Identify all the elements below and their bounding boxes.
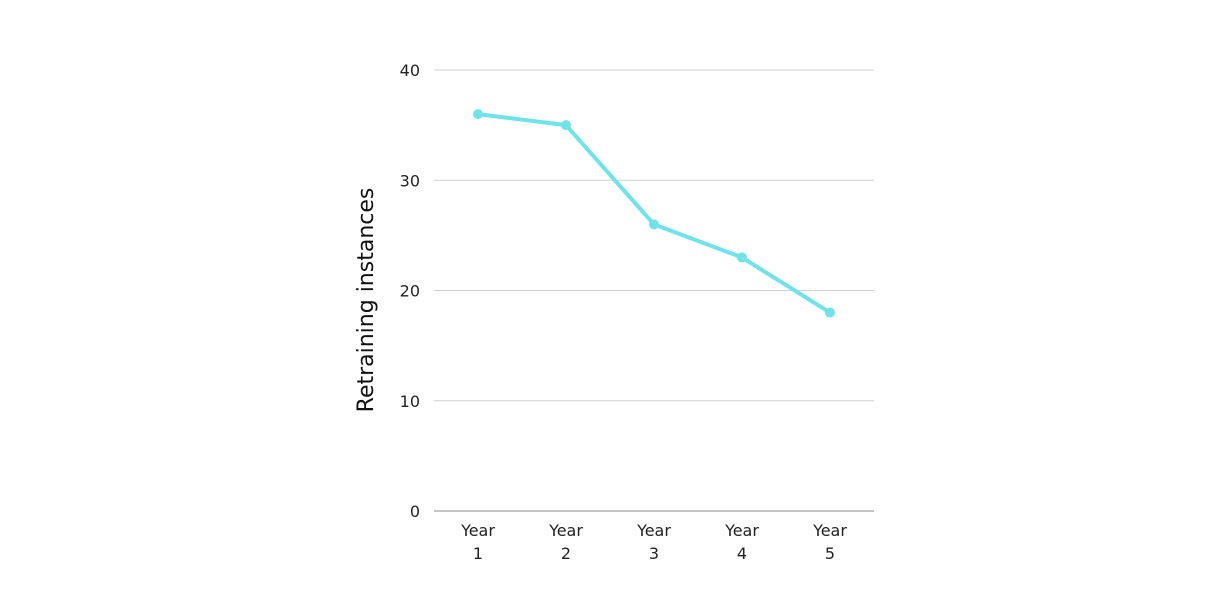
x-tick-label-line: 1	[473, 544, 483, 563]
x-tick-label-line: 3	[649, 544, 659, 563]
x-tick-label-line: Year	[548, 521, 583, 540]
x-tick-label-line: 4	[737, 544, 747, 563]
gridlines	[434, 69, 874, 512]
y-tick-label: 0	[410, 502, 420, 521]
x-tick-label-line: Year	[636, 521, 671, 540]
series-group	[473, 109, 835, 318]
x-tick-label-line: 2	[561, 544, 571, 563]
x-tick-label-line: Year	[724, 521, 759, 540]
x-tick-label: Year 5	[812, 521, 847, 563]
x-tick-label: Year 3	[636, 521, 671, 563]
y-tick-label: 20	[400, 282, 420, 301]
y-tick-label: 10	[400, 392, 420, 411]
data-point	[473, 109, 483, 120]
data-point	[737, 252, 747, 263]
x-tick-label-line: Year	[812, 521, 847, 540]
x-tick-label-line: Year	[460, 521, 495, 540]
data-point	[825, 307, 835, 318]
y-axis-title: Retraining instances	[354, 188, 379, 413]
y-axis-ticks: 0 10 20 30 40	[400, 61, 420, 521]
x-tick-label: Year 1	[460, 521, 495, 563]
x-tick-label-line: 5	[825, 544, 835, 563]
x-tick-label: Year 4	[724, 521, 759, 563]
y-tick-label: 30	[400, 171, 420, 190]
series-line	[476, 112, 832, 315]
data-point	[649, 219, 659, 230]
x-tick-label: Year 2	[548, 521, 583, 563]
x-axis-ticks: Year 1 Year 2 Year 3 Year 4 Year 5	[460, 521, 847, 563]
data-point	[561, 120, 571, 131]
y-tick-label: 40	[400, 61, 420, 80]
